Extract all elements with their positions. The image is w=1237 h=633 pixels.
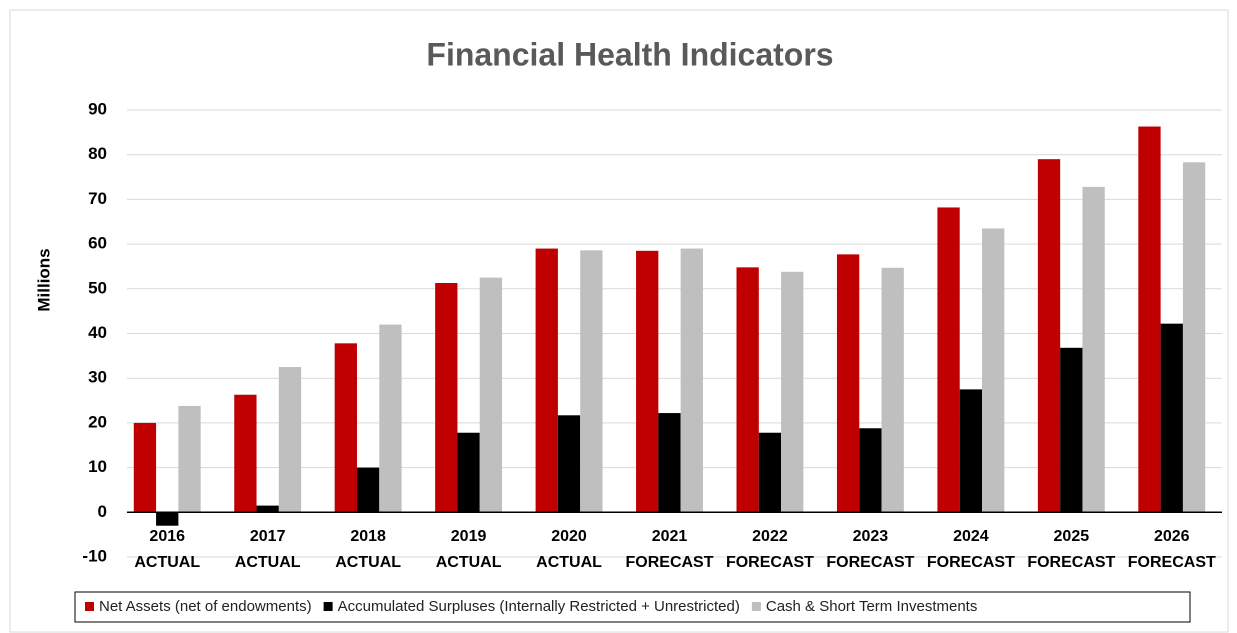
legend-box	[74, 591, 1191, 623]
x-tick-label: 2018	[350, 528, 386, 545]
legend-label: Accumulated Surpluses (Internally Restri…	[338, 598, 740, 615]
x-tick-label: 2021	[652, 528, 688, 545]
bar	[881, 267, 904, 513]
legend-swatch	[751, 602, 761, 611]
legend-swatch	[323, 602, 333, 611]
x-tick-label: 2022	[752, 528, 788, 545]
y-tick-label: 40	[88, 323, 107, 342]
y-tick-label: 30	[88, 368, 107, 387]
x-tick-label: 2026	[1154, 528, 1190, 545]
x-tick-label: FORECAST	[826, 554, 914, 571]
bar	[535, 248, 558, 513]
y-tick-label: 60	[88, 234, 107, 253]
bar	[781, 271, 804, 513]
bar	[758, 432, 782, 513]
bar	[557, 415, 581, 513]
x-tick-label: FORECAST	[726, 554, 814, 571]
legend-swatch	[85, 602, 94, 611]
x-tick-label: ACTUAL	[335, 554, 401, 571]
bar	[636, 250, 659, 513]
bar	[479, 277, 503, 513]
bar	[356, 467, 380, 513]
bar	[435, 282, 458, 513]
legend-label: Cash & Short Term Investments	[766, 598, 977, 615]
y-tick-label: 70	[88, 189, 107, 208]
x-tick-label: FORECAST	[1027, 554, 1115, 571]
bar	[278, 367, 302, 513]
bar	[1060, 347, 1083, 513]
bar	[178, 405, 201, 513]
bar	[937, 207, 960, 513]
bar	[982, 228, 1005, 513]
bar	[959, 389, 983, 513]
bar	[379, 324, 402, 513]
y-tick-label: 90	[88, 99, 107, 118]
x-tick-label: ACTUAL	[134, 554, 200, 571]
bar	[334, 343, 357, 513]
legend-label: Net Assets (net of endowments)	[99, 598, 312, 615]
x-tick-label: 2017	[250, 528, 286, 545]
chart-title: Financial Health Indicators	[426, 36, 833, 72]
x-tick-label: 2025	[1054, 528, 1090, 545]
y-tick-label: -10	[82, 546, 107, 565]
bar	[680, 248, 703, 513]
x-tick-label: FORECAST	[1128, 554, 1216, 571]
bar	[580, 250, 603, 513]
bar	[736, 267, 759, 513]
bar	[133, 422, 157, 513]
bar	[658, 413, 681, 513]
bar	[256, 505, 279, 513]
x-tick-label: FORECAST	[927, 554, 1015, 571]
x-tick-label: ACTUAL	[436, 554, 502, 571]
x-tick-label: ACTUAL	[536, 554, 602, 571]
y-tick-label: 20	[88, 412, 107, 431]
bar	[156, 512, 179, 526]
x-tick-label: 2019	[451, 528, 487, 545]
bar	[1082, 186, 1105, 513]
bar	[836, 254, 860, 513]
y-tick-label: 50	[88, 278, 107, 297]
y-axis-label: Millions	[34, 248, 53, 311]
y-tick-label: 0	[98, 502, 107, 521]
x-tick-label: 2020	[551, 528, 587, 545]
x-tick-label: 2024	[953, 528, 989, 545]
chart-frame	[9, 9, 1229, 633]
x-tick-label: FORECAST	[626, 554, 714, 571]
bar	[1160, 323, 1183, 513]
bar	[234, 394, 257, 513]
y-tick-label: 80	[88, 144, 107, 163]
x-tick-label: ACTUAL	[235, 554, 301, 571]
x-tick-label: 2016	[149, 528, 185, 545]
bar	[1037, 159, 1061, 513]
y-tick-label: 10	[88, 457, 107, 476]
bar	[859, 428, 882, 513]
bar	[457, 432, 480, 513]
x-tick-label: 2023	[853, 528, 889, 545]
bar	[1138, 126, 1161, 513]
bar	[1182, 162, 1206, 513]
